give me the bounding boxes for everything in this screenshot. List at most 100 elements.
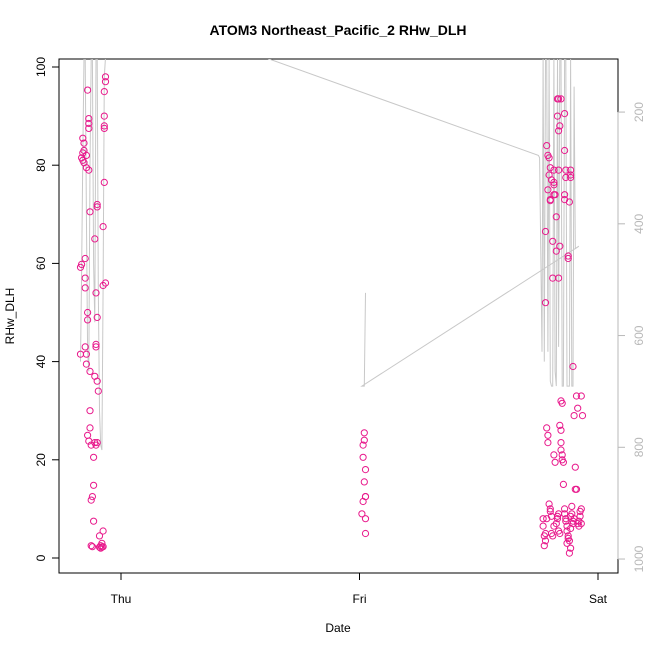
x-tick-label: Thu — [111, 592, 132, 606]
data-point — [81, 254, 89, 263]
data-point — [100, 112, 108, 120]
data-point — [79, 134, 87, 142]
data-point — [93, 200, 101, 209]
data-point — [95, 543, 104, 551]
data-point — [101, 78, 110, 86]
data-point — [549, 237, 557, 245]
data-point — [575, 517, 583, 525]
data-point — [559, 458, 568, 466]
y-tick-label: 20 — [34, 453, 48, 467]
data-point — [93, 203, 101, 211]
data-point — [84, 316, 92, 324]
data-point — [567, 171, 575, 179]
data-point — [563, 527, 571, 535]
data-point — [562, 166, 570, 174]
right-axis: 200 400 600 800 1000 — [617, 102, 646, 572]
data-point — [361, 529, 370, 538]
data-point — [81, 284, 89, 292]
data-point — [85, 124, 93, 132]
data-point — [361, 466, 370, 474]
data-point — [360, 478, 368, 486]
data-point — [544, 439, 552, 447]
data-point — [565, 537, 574, 545]
data-point — [555, 95, 563, 103]
data-point — [85, 115, 93, 123]
data-point — [575, 522, 583, 530]
data-point — [561, 146, 569, 155]
data-point — [569, 520, 577, 528]
x-tick-label: Sat — [589, 592, 608, 606]
data-point — [550, 451, 558, 459]
data-point — [541, 299, 550, 307]
data-point — [99, 223, 107, 231]
data-point — [86, 424, 94, 432]
data-point — [92, 343, 100, 351]
data-point — [81, 274, 89, 282]
data-point — [555, 166, 563, 174]
data-point — [99, 543, 107, 551]
right-tick-label: 800 — [632, 437, 646, 457]
y-axis-label: RHw_DLH — [3, 288, 17, 345]
data-point — [567, 166, 575, 174]
data-point — [358, 510, 366, 518]
data-point — [549, 532, 557, 540]
data-point — [543, 424, 551, 432]
data-point — [562, 517, 570, 525]
data-point — [564, 532, 572, 540]
data-point — [565, 198, 574, 206]
data-point — [101, 279, 110, 287]
data-point — [91, 235, 99, 243]
data-point — [544, 431, 552, 439]
data-point — [539, 515, 547, 523]
data-point — [561, 505, 569, 513]
data-point — [82, 360, 91, 368]
data-point — [99, 281, 107, 290]
data-point — [361, 515, 370, 523]
data-point — [78, 260, 86, 268]
data-point — [552, 520, 560, 528]
data-point — [82, 164, 91, 172]
data-point — [92, 340, 100, 348]
data-point — [86, 208, 94, 216]
data-point — [552, 213, 560, 221]
data-point — [561, 510, 569, 518]
data-point — [90, 481, 98, 489]
data-point — [550, 522, 558, 530]
data-point — [557, 446, 565, 454]
data-point — [546, 196, 554, 204]
data-point — [540, 542, 548, 550]
data-point — [574, 404, 582, 412]
data-point — [567, 544, 575, 552]
data-point — [572, 392, 581, 400]
data-point — [556, 529, 564, 538]
data-point — [577, 505, 585, 513]
data-point — [557, 426, 565, 434]
data-point — [86, 367, 94, 375]
y-axis: 0 20 40 60 80 100 — [34, 57, 60, 561]
data-point — [84, 86, 92, 94]
data-point — [93, 313, 101, 321]
data-point — [564, 252, 572, 260]
data-point — [577, 392, 585, 400]
data-point — [553, 515, 562, 523]
data-point — [567, 173, 575, 182]
right-tick-label: 600 — [632, 325, 646, 345]
data-point — [555, 127, 563, 135]
data-point — [569, 362, 577, 371]
data-point — [360, 429, 368, 437]
data-point — [359, 441, 367, 449]
data-point — [90, 453, 98, 461]
data-point — [94, 387, 102, 395]
data-point — [81, 343, 89, 351]
plot-frame — [58, 58, 619, 574]
data-point — [93, 439, 101, 447]
y-tick-label: 40 — [34, 355, 48, 369]
y-tick-label: 80 — [34, 158, 48, 172]
data-point — [87, 441, 95, 449]
data-point — [100, 178, 108, 186]
y-tick-label: 100 — [34, 57, 48, 77]
data-point — [82, 151, 91, 159]
x-axis: Thu Fri Sat — [111, 572, 608, 606]
data-point — [559, 480, 568, 488]
